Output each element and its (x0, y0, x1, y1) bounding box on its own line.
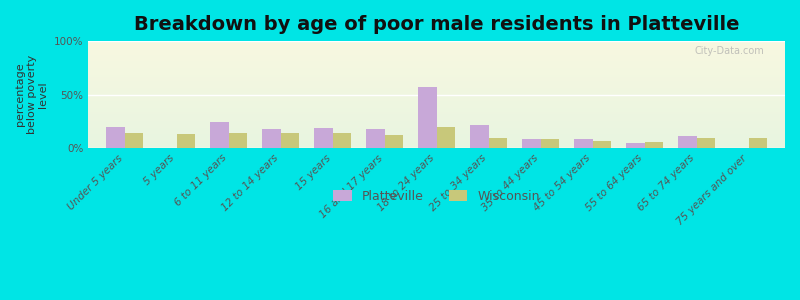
Bar (470, 124, 489, 148)
Bar (437, 127, 454, 148)
Bar (593, 140, 610, 148)
Bar (314, 128, 333, 148)
Bar (749, 138, 766, 148)
Bar (125, 133, 142, 148)
Bar (366, 129, 385, 148)
Bar (645, 142, 662, 148)
Bar (262, 129, 281, 148)
Bar (541, 140, 558, 148)
Bar (697, 138, 714, 148)
Y-axis label: percentage
below poverty
level: percentage below poverty level (15, 55, 48, 134)
Bar (626, 143, 645, 148)
Bar (522, 140, 541, 148)
Bar (574, 140, 593, 148)
Title: Breakdown by age of poor male residents in Platteville: Breakdown by age of poor male residents … (134, 15, 739, 34)
Bar (229, 133, 246, 148)
Legend: Platteville, Wisconsin: Platteville, Wisconsin (328, 185, 545, 208)
Text: City-Data.com: City-Data.com (694, 46, 764, 56)
Bar (418, 87, 437, 148)
Bar (210, 122, 229, 148)
Bar (385, 135, 402, 148)
Bar (281, 133, 298, 148)
Bar (333, 133, 350, 148)
Bar (106, 127, 125, 148)
Bar (678, 136, 697, 148)
Bar (489, 138, 506, 148)
Bar (177, 134, 194, 148)
